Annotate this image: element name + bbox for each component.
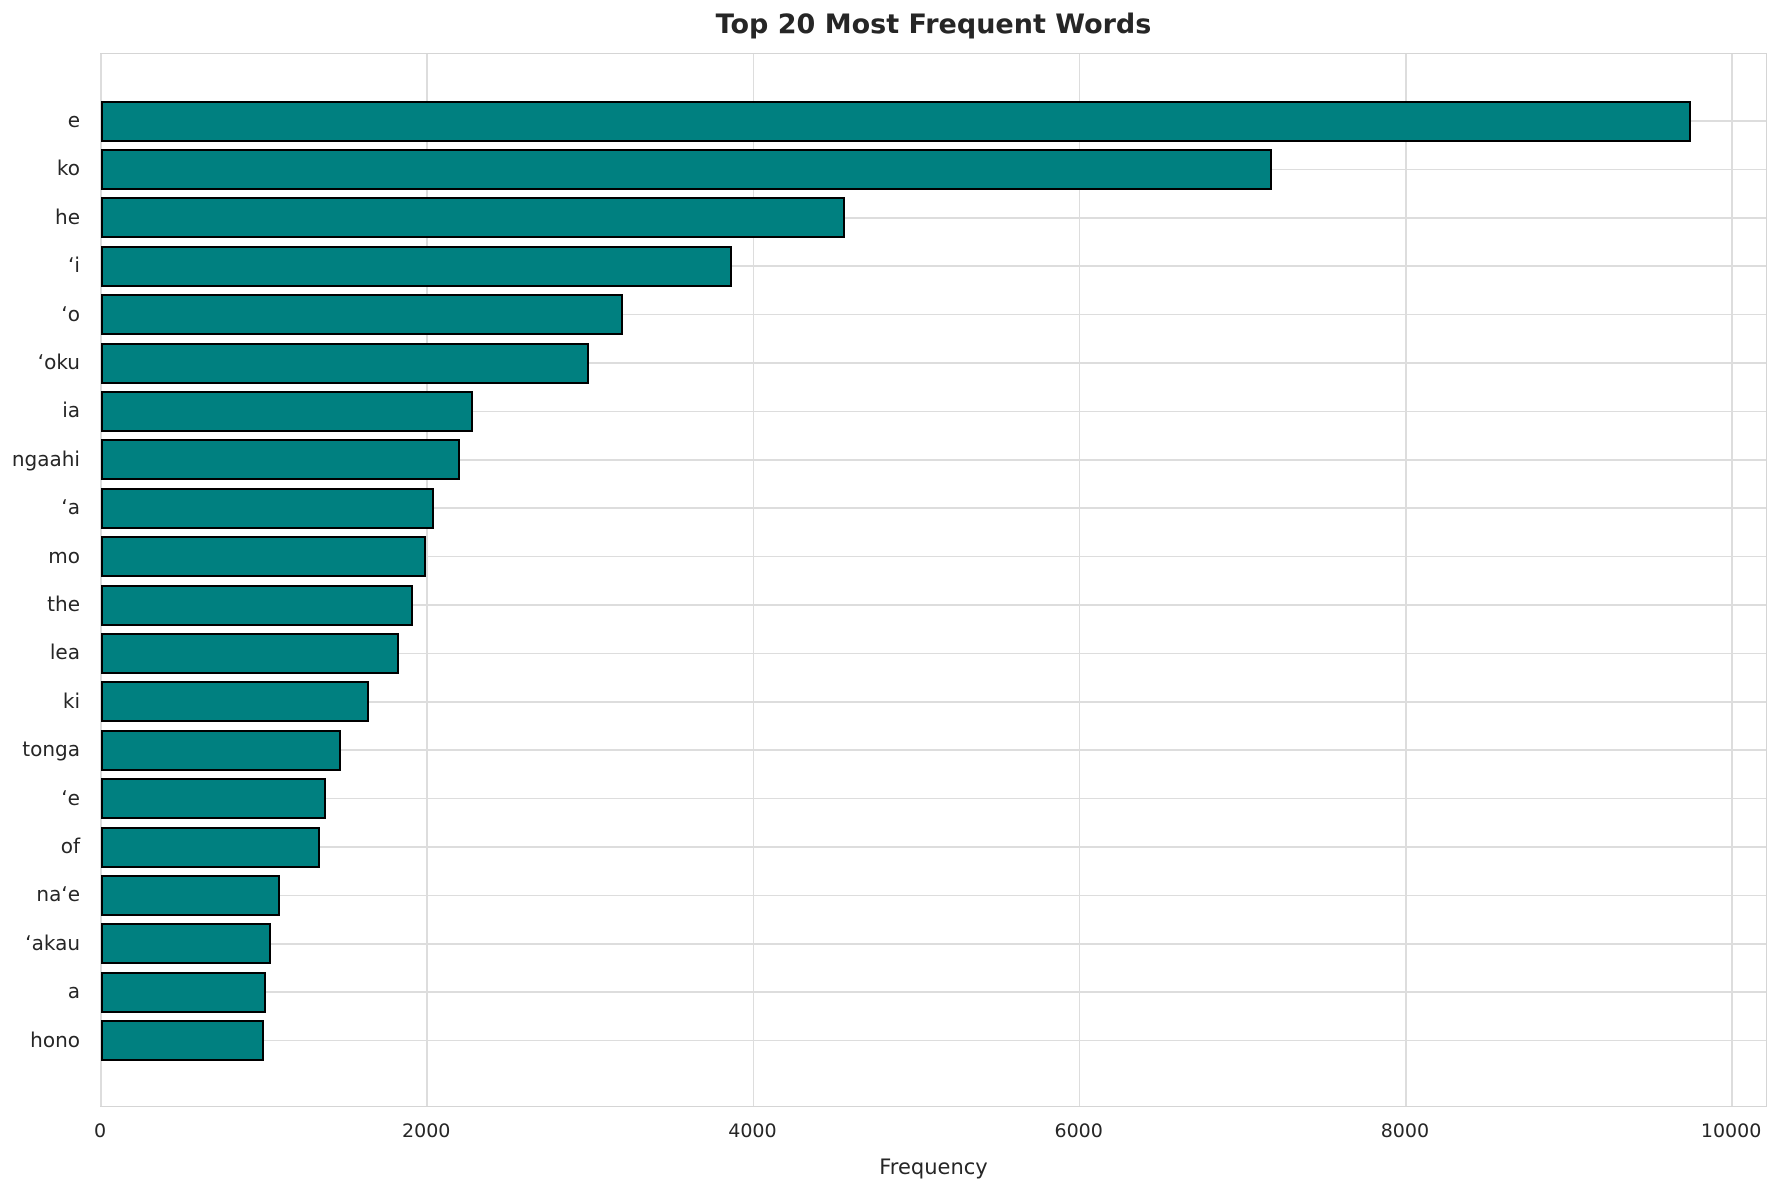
y-tick-label: ʻe: [61, 785, 80, 810]
bar-the: [101, 584, 413, 626]
bar-ngaahi: [101, 439, 460, 481]
bar-mo: [101, 536, 426, 578]
bar-ko: [101, 148, 1273, 190]
y-tick-label: he: [55, 204, 80, 229]
y-tick-label: ʻa: [61, 495, 80, 520]
gridline-horizontal: [101, 410, 1766, 413]
bar-lea: [101, 632, 400, 674]
bar-a: [101, 971, 266, 1013]
gridline-horizontal: [101, 265, 1766, 267]
x-tick-label: 4000: [728, 1120, 777, 1142]
y-tick-label: lea: [49, 640, 80, 665]
gridline-horizontal: [101, 507, 1766, 509]
gridline-horizontal: [101, 217, 1766, 219]
y-tick-label: the: [47, 592, 80, 616]
gridline-horizontal: [101, 943, 1766, 945]
gridline-vertical: [1731, 54, 1733, 1106]
gridline-horizontal: [101, 362, 1766, 364]
y-tick-label: ʻi: [68, 253, 80, 278]
bar-of: [101, 826, 320, 868]
plot-area: [100, 53, 1767, 1107]
gridline-horizontal: [101, 701, 1766, 703]
gridline-vertical: [1405, 54, 1407, 1106]
bar-naʻe: [101, 874, 281, 916]
bar-he: [101, 197, 845, 239]
bar-ʻo: [101, 294, 623, 336]
bar-ʻa: [101, 487, 434, 529]
bar-ia: [101, 390, 473, 432]
y-tick-label: a: [67, 979, 80, 1004]
x-tick-label: 8000: [1380, 1120, 1430, 1142]
gridline-vertical: [426, 54, 428, 1106]
bar-ʻoku: [101, 342, 589, 384]
y-tick-label: mo: [48, 543, 80, 568]
bar-ʻe: [101, 778, 327, 820]
gridline-horizontal: [101, 555, 1766, 558]
gridline-horizontal: [101, 991, 1766, 993]
gridline-vertical: [1078, 54, 1081, 1106]
bar-tonga: [101, 729, 341, 771]
gridline-horizontal: [101, 749, 1766, 751]
x-tick-label: 10000: [1700, 1120, 1762, 1142]
gridline-horizontal: [101, 313, 1766, 316]
gridline-vertical: [752, 54, 755, 1106]
x-tick-label: 2000: [402, 1120, 451, 1142]
x-tick-label: 0: [93, 1120, 107, 1142]
gridline-horizontal: [101, 846, 1766, 848]
y-tick-label: ko: [56, 156, 80, 181]
y-tick-label: hono: [30, 1027, 80, 1052]
y-tick-label: tonga: [22, 737, 80, 762]
gridline-horizontal: [101, 652, 1766, 655]
gridline-horizontal: [101, 459, 1766, 461]
y-tick-label: ʻoku: [37, 350, 80, 374]
gridline-horizontal: [101, 604, 1766, 606]
y-tick-label: of: [60, 834, 80, 858]
bar-hono: [101, 1020, 265, 1062]
gridline-horizontal: [101, 894, 1766, 897]
chart-title: Top 20 Most Frequent Words: [715, 9, 1152, 40]
bar-ki: [101, 681, 369, 723]
gridline-horizontal: [101, 797, 1766, 800]
y-tick-label: naʻe: [36, 882, 80, 907]
bar-e: [101, 100, 1692, 142]
y-tick-label: e: [67, 108, 80, 132]
gridline-vertical: [100, 54, 102, 1106]
y-tick-label: ki: [62, 688, 80, 713]
y-tick-label: ngaahi: [11, 446, 80, 471]
x-axis-title: Frequency: [879, 1155, 988, 1179]
gridline-horizontal: [101, 1039, 1766, 1042]
bar-ʻakau: [101, 923, 271, 965]
x-tick-label: 6000: [1054, 1120, 1103, 1142]
bar-ʻi: [101, 245, 733, 287]
y-tick-label: ia: [62, 398, 80, 423]
y-tick-label: ʻo: [61, 301, 80, 326]
y-tick-label: ʻakau: [25, 930, 80, 955]
